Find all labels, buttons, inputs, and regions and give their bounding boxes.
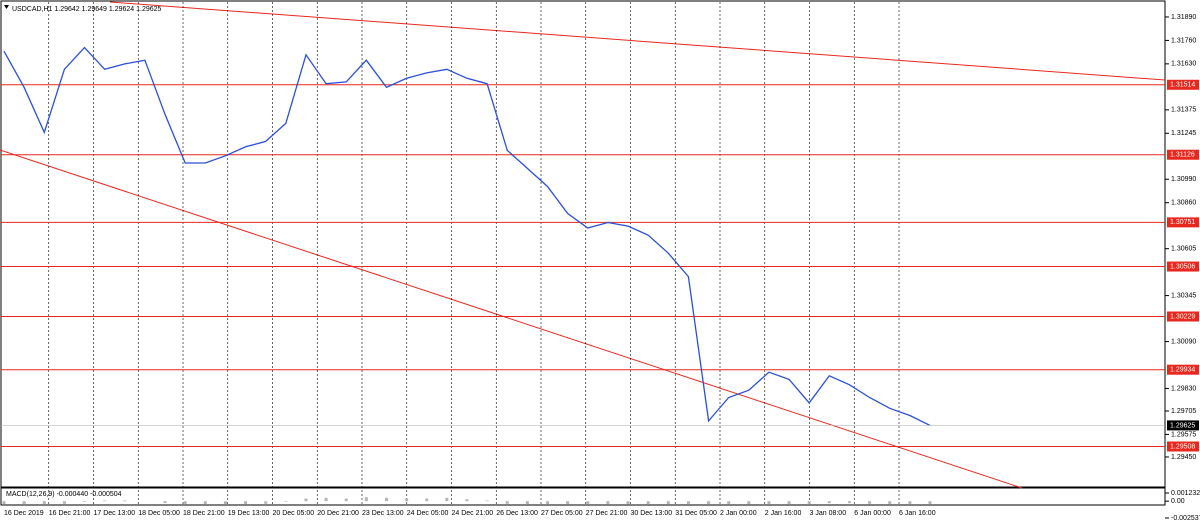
y-tick-label: 1.31760: [1171, 37, 1196, 44]
x-tick-label: 18 Dec 05:00: [138, 510, 180, 517]
level-label: 1.30229: [1170, 313, 1195, 320]
y-tick-label: 1.29575: [1171, 431, 1196, 438]
x-tick-label: 6 Jan 00:00: [854, 510, 891, 517]
level-label: 1.31514: [1170, 82, 1195, 89]
y-tick-label: 1.29705: [1171, 408, 1196, 415]
x-tick-label: 23 Dec 13:00: [362, 510, 404, 517]
y-tick-label: 1.29830: [1171, 385, 1196, 392]
x-tick-label: 31 Dec 05:00: [675, 510, 717, 517]
level-label-bg: [1167, 79, 1199, 90]
x-tick-label: 20 Dec 05:00: [273, 510, 315, 517]
y-tick-label: 1.30090: [1171, 338, 1196, 345]
x-tick-label: 30 Dec 13:00: [631, 510, 673, 517]
level-label: 1.29508: [1170, 443, 1195, 450]
macd-frame: [0, 487, 1166, 506]
trend-line: [0, 149, 1023, 489]
level-label: 1.29934: [1170, 367, 1195, 374]
y-tick-label: 1.31890: [1171, 14, 1196, 21]
x-tick-label: 27 Dec 05:00: [541, 510, 583, 517]
last-price-bg: [1167, 420, 1199, 431]
trend-line: [109, 1, 1166, 81]
x-tick-label: 2 Jan 00:00: [720, 510, 757, 517]
x-tick-label: 19 Dec 13:00: [228, 510, 270, 517]
last-price-label: 1.29625: [1170, 422, 1195, 429]
x-tick-label: 2 Jan 16:00: [765, 510, 802, 517]
y-tick-label: -0.002537: [1171, 515, 1200, 522]
y-tick-label: 1.31375: [1171, 107, 1196, 114]
y-tick-label: 1.30860: [1171, 200, 1196, 207]
level-label-bg: [1167, 149, 1199, 160]
price-line: [3, 46, 931, 426]
y-tick-label: 1.30605: [1171, 246, 1196, 253]
x-tick-label: 18 Dec 21:00: [183, 510, 225, 517]
x-tick-label: 16 Dec 2019: [4, 510, 44, 517]
x-tick-label: 6 Jan 16:00: [899, 510, 936, 517]
chart-title: USDCAD,H1 1.29642 1.29649 1.29624 1.2962…: [12, 6, 162, 13]
y-tick-label: 1.31630: [1171, 61, 1196, 68]
x-tick-label: 26 Dec 13:00: [496, 510, 538, 517]
y-tick-label: 1.31245: [1171, 130, 1196, 137]
level-label: 1.30751: [1170, 219, 1195, 226]
level-label: 1.31126: [1170, 152, 1195, 159]
x-tick-label: 3 Jan 08:00: [810, 510, 847, 517]
level-label: 1.30506: [1170, 263, 1195, 270]
x-tick-label: 24 Dec 21:00: [452, 510, 494, 517]
y-tick-label: 1.30990: [1171, 176, 1196, 183]
level-label-bg: [1167, 364, 1199, 375]
level-label-bg: [1167, 441, 1199, 452]
level-label-bg: [1167, 261, 1199, 272]
y-tick-label: 0.001232: [1171, 490, 1200, 497]
level-label-bg: [1167, 217, 1199, 228]
title-arrow: [4, 5, 9, 9]
macd-title: MACD(12,26,9) -0.000440 -0.000504: [6, 491, 122, 498]
x-tick-label: 24 Dec 05:00: [407, 510, 449, 517]
x-tick-label: 27 Dec 21:00: [586, 510, 628, 517]
x-tick-label: 17 Dec 13:00: [94, 510, 136, 517]
main-frame: [0, 0, 1166, 488]
y-tick-label: 1.29450: [1171, 454, 1196, 461]
y-tick-label: 1.30345: [1171, 292, 1196, 299]
y-tick-label: 0.00: [1171, 498, 1185, 505]
x-tick-label: 16 Dec 21:00: [49, 510, 91, 517]
x-tick-label: 20 Dec 21:00: [317, 510, 359, 517]
level-label-bg: [1167, 311, 1199, 322]
